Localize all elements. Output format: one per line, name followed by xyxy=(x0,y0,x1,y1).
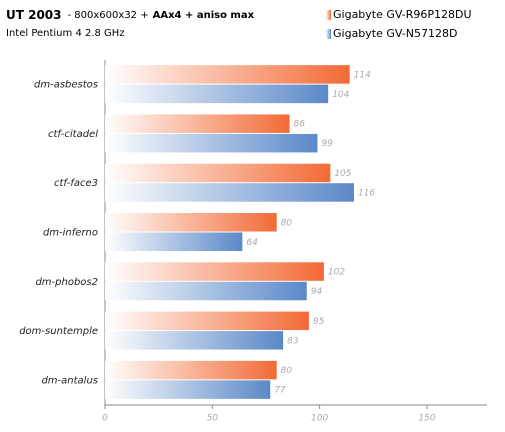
value-label: 77 xyxy=(274,386,286,396)
bar xyxy=(105,360,277,380)
chart-subtitle: Intel Pentium 4 2.8 GHz xyxy=(6,28,125,39)
value-label: 114 xyxy=(354,70,371,80)
category-label: dm-phobos2 xyxy=(35,277,98,288)
value-label: 95 xyxy=(313,317,325,327)
category-label: ctf-face3 xyxy=(54,178,98,189)
x-tick-label: 100 xyxy=(311,414,328,424)
bar xyxy=(105,232,243,251)
category-label: dm-asbestos xyxy=(34,80,98,91)
legend-label: Gigabyte GV-R96P128DU xyxy=(333,8,472,21)
bar xyxy=(105,311,309,331)
bar xyxy=(105,213,277,232)
bar xyxy=(105,183,354,202)
value-label: 104 xyxy=(332,90,349,100)
title-main: UT 2003 xyxy=(6,8,62,22)
bar xyxy=(105,114,290,133)
category-label: dm-inferno xyxy=(43,228,98,239)
bar xyxy=(105,163,331,183)
value-label: 80 xyxy=(281,366,293,376)
value-label: 80 xyxy=(281,218,293,228)
bar xyxy=(105,133,318,153)
bar xyxy=(105,84,329,104)
value-label: 94 xyxy=(311,287,323,297)
value-label: 83 xyxy=(287,336,299,346)
title-settings: - 800x600x32 + xyxy=(68,10,149,21)
chart-title: UT 2003 - 800x600x32 + AAx4 + aniso max xyxy=(6,8,255,22)
value-label: 64 xyxy=(246,238,258,248)
value-label: 105 xyxy=(334,169,351,179)
bar xyxy=(105,281,307,301)
bar xyxy=(105,331,284,350)
bar xyxy=(105,380,271,399)
x-tick-label: 0 xyxy=(102,414,108,424)
value-label: 99 xyxy=(321,139,333,149)
legend-label: Gigabyte GV-N57128D xyxy=(333,27,457,40)
value-label: 116 xyxy=(358,188,375,198)
legend-marker xyxy=(326,10,331,20)
category-label: dm-antalus xyxy=(41,375,98,386)
value-label: 86 xyxy=(294,120,306,130)
bar xyxy=(105,262,324,281)
bar xyxy=(105,65,350,84)
x-tick-label: 150 xyxy=(418,414,435,424)
category-label: dom-suntemple xyxy=(19,326,98,337)
x-tick-label: 50 xyxy=(207,414,219,424)
category-label: ctf-citadel xyxy=(48,129,98,140)
legend-marker xyxy=(326,29,331,39)
title-settings: AAx4 + aniso max xyxy=(153,10,255,21)
value-label: 102 xyxy=(328,268,345,278)
